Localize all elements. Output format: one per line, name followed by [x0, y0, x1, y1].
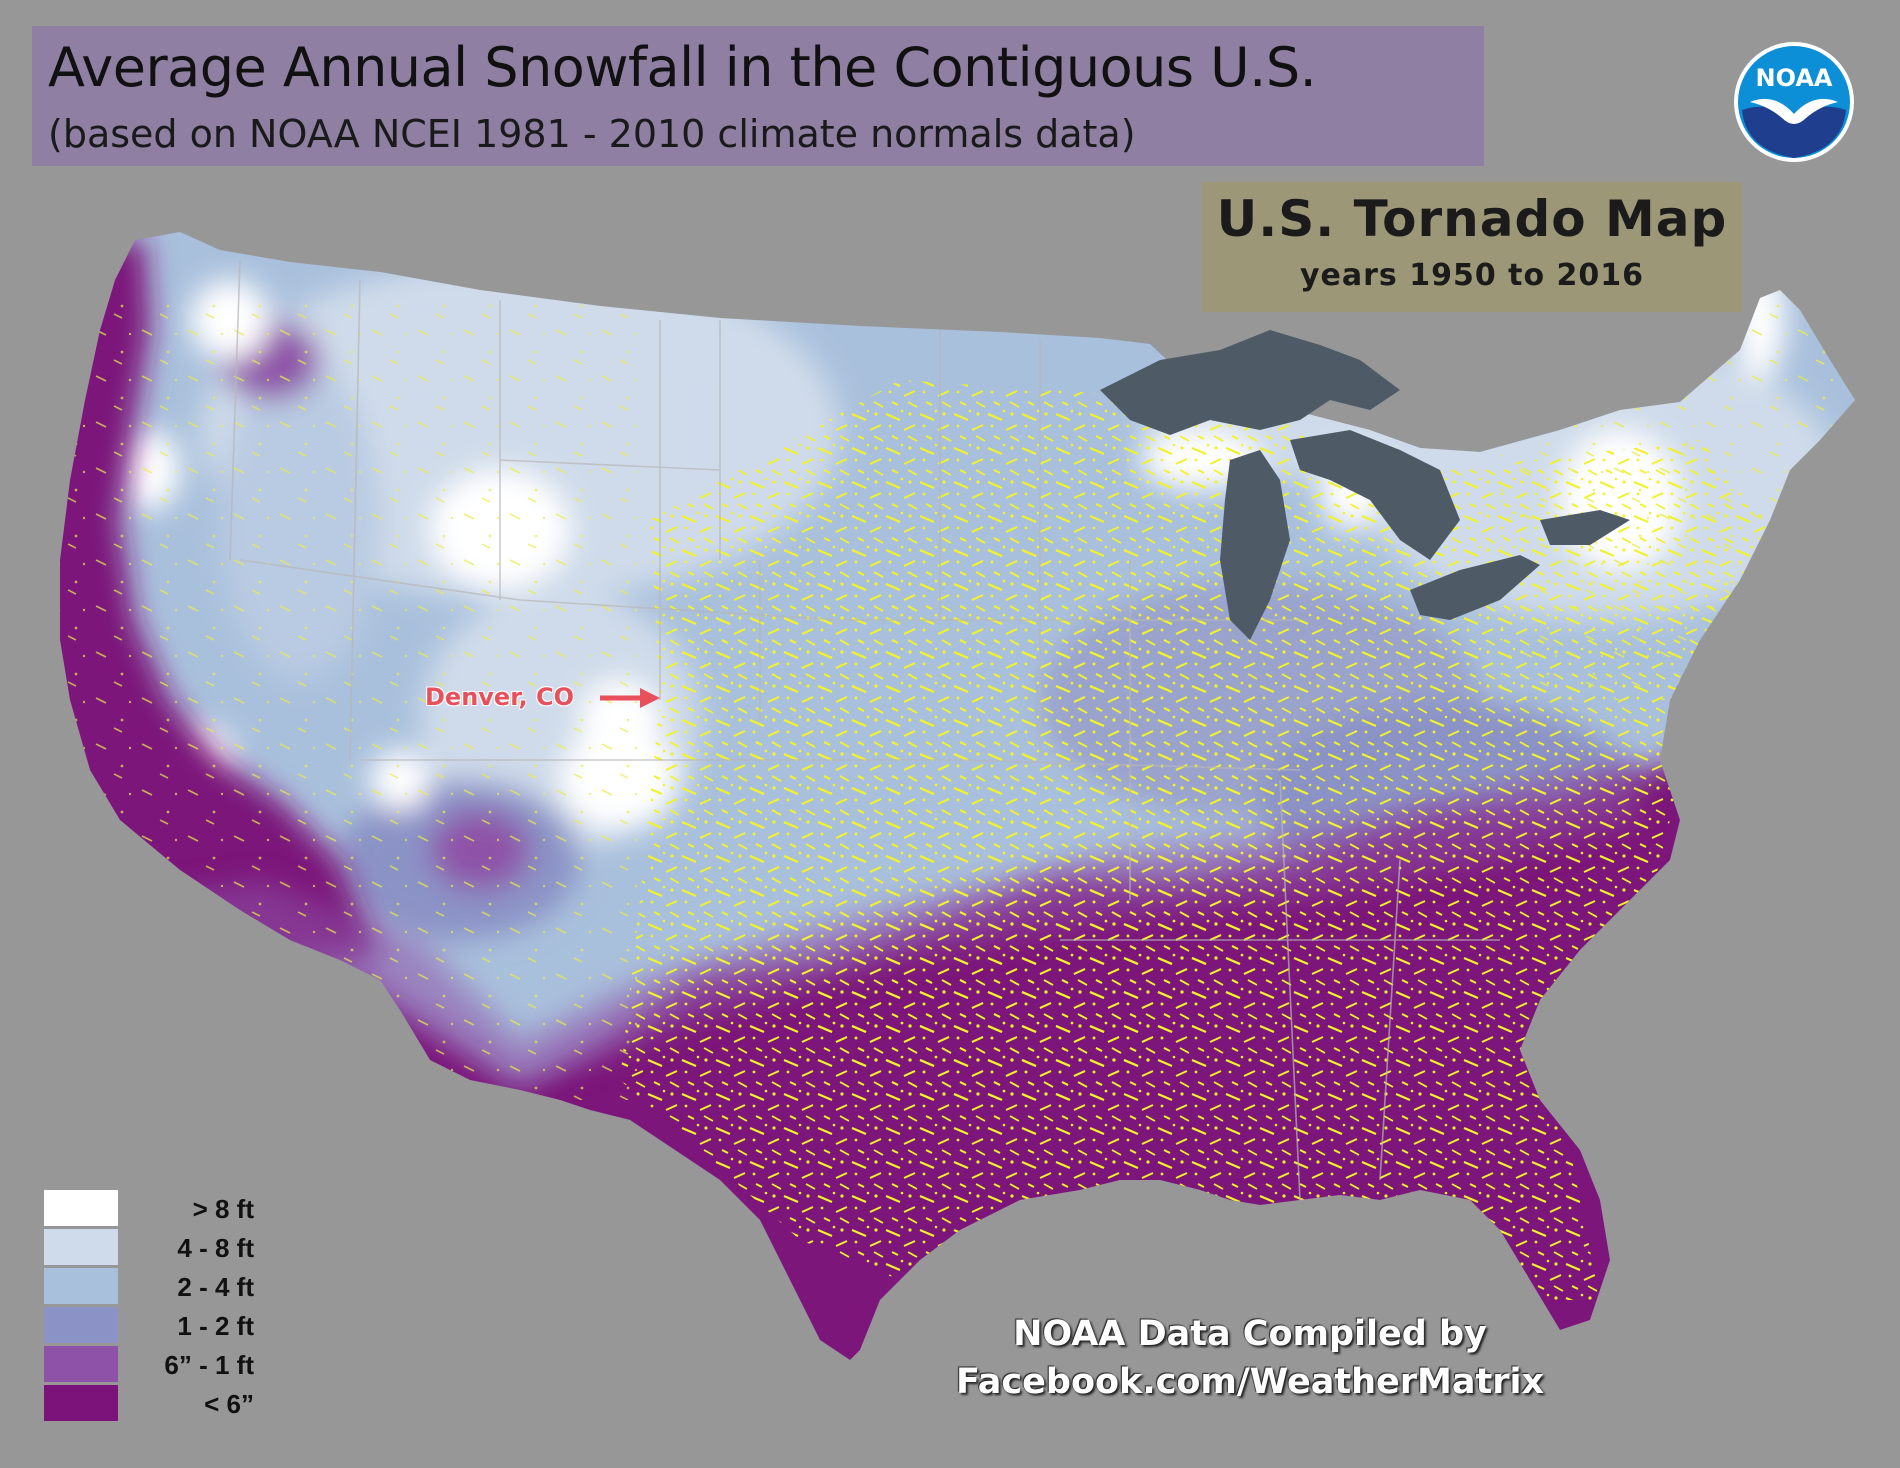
map-subtitle: (based on NOAA NCEI 1981 - 2010 climate …: [48, 112, 1136, 156]
legend-label: 1 - 2 ft: [177, 1311, 254, 1341]
tornado-map-years: years 1950 to 2016: [1299, 258, 1645, 293]
legend-label: < 6”: [204, 1389, 254, 1419]
legend-label: 2 - 4 ft: [177, 1272, 254, 1302]
legend-swatch: [44, 1268, 118, 1304]
tornado-map-title: U.S. Tornado Map: [1216, 190, 1728, 248]
great-lakes: [1100, 330, 1630, 640]
title-banner: Average Annual Snowfall in the Contiguou…: [32, 26, 1484, 166]
denver-arrow: [600, 688, 660, 708]
legend-item: 2 - 4 ft: [44, 1268, 254, 1306]
credit-line-1: NOAA Data Compiled by: [1013, 1314, 1487, 1354]
map-title: Average Annual Snowfall in the Contiguou…: [48, 36, 1317, 99]
state-lines: [229, 259, 1500, 1201]
legend-item: 6” - 1 ft: [44, 1346, 254, 1384]
data-credit: NOAA Data Compiled by Facebook.com/Weath…: [900, 1310, 1600, 1406]
legend-item: 1 - 2 ft: [44, 1307, 254, 1345]
legend-label: 4 - 8 ft: [177, 1233, 254, 1263]
legend-swatch: [44, 1229, 118, 1265]
legend-swatch: [44, 1190, 118, 1226]
legend-item: > 8 ft: [44, 1190, 254, 1228]
credit-line-2: Facebook.com/WeatherMatrix: [955, 1362, 1545, 1402]
legend-item: 4 - 8 ft: [44, 1229, 254, 1267]
legend-item: < 6”: [44, 1385, 254, 1423]
noaa-logo-text: NOAA: [1756, 64, 1833, 92]
legend-swatch: [44, 1385, 118, 1421]
legend-label: 6” - 1 ft: [164, 1350, 254, 1380]
legend-label: > 8 ft: [192, 1194, 254, 1224]
legend-swatch: [44, 1346, 118, 1382]
denver-label: Denver, CO: [425, 683, 575, 711]
tornado-map-banner: U.S. Tornado Map years 1950 to 2016: [1202, 182, 1742, 312]
legend-swatch: [44, 1307, 118, 1343]
noaa-logo-icon: NOAA: [1734, 42, 1854, 162]
